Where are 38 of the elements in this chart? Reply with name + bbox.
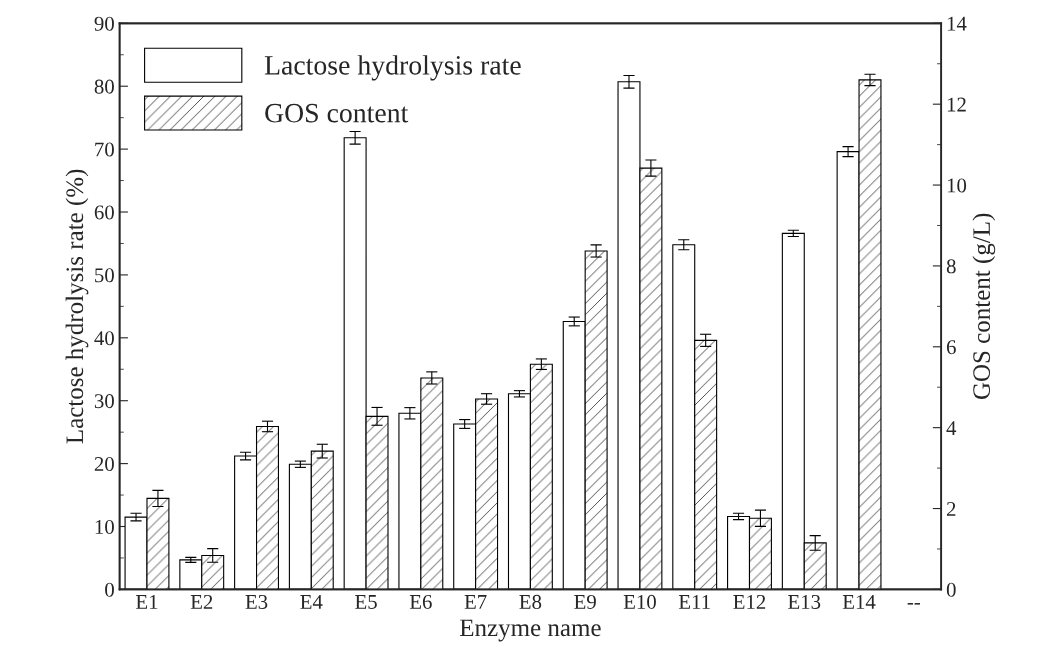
- y-tick-label: 80: [94, 79, 114, 94]
- x-tick-label: E5: [355, 595, 377, 609]
- x-tick-label: E1: [136, 594, 158, 609]
- x-tick-label: E3: [245, 594, 268, 609]
- y-tick-label: 40: [94, 331, 114, 346]
- y-tick-label: 30: [94, 394, 114, 409]
- x-tick-label: E8: [519, 594, 542, 609]
- y-tick-label: 60: [94, 205, 114, 220]
- legend-label: GOS content: [265, 103, 409, 123]
- y2-tick-label: 14: [947, 16, 967, 31]
- x-tick-label: --: [907, 603, 920, 605]
- y-axis-title: Lactose hydrolysis rate (%): [65, 169, 89, 444]
- y2-axis-title: GOS content (g/L): [972, 213, 996, 400]
- y-tick-label: 50: [95, 268, 114, 283]
- y2-tick-label: 2: [946, 501, 956, 516]
- x-tick-label: E2: [190, 594, 213, 609]
- y2-tick-label: 8: [946, 259, 956, 274]
- y2-tick-label: 4: [946, 421, 957, 435]
- x-tick-label: E10: [623, 594, 656, 609]
- x-tick-label: E6: [409, 594, 432, 609]
- x-tick-label: E4: [300, 595, 323, 609]
- y2-tick-label: 10: [947, 178, 967, 193]
- x-axis-title: Enzyme name: [459, 619, 601, 642]
- y-tick-label: 10: [95, 519, 114, 534]
- x-tick-label: E9: [574, 594, 596, 609]
- x-tick-label: E14: [842, 594, 876, 609]
- y2-tick-label: 6: [946, 340, 956, 355]
- y-tick-label: 20: [94, 456, 114, 472]
- y-tick-label: 70: [95, 142, 114, 157]
- x-tick-label: E12: [733, 594, 766, 609]
- x-tick-label: E7: [464, 595, 487, 609]
- legend-label: Lactose hydrolysis rate: [264, 55, 521, 81]
- y2-tick-label: 0: [946, 582, 956, 597]
- y-tick-label: 0: [105, 582, 114, 597]
- x-tick-label: E13: [788, 594, 821, 609]
- y-tick-label: 90: [94, 16, 114, 31]
- x-tick-label: E11: [678, 594, 710, 609]
- y2-tick-label: 12: [947, 97, 966, 112]
